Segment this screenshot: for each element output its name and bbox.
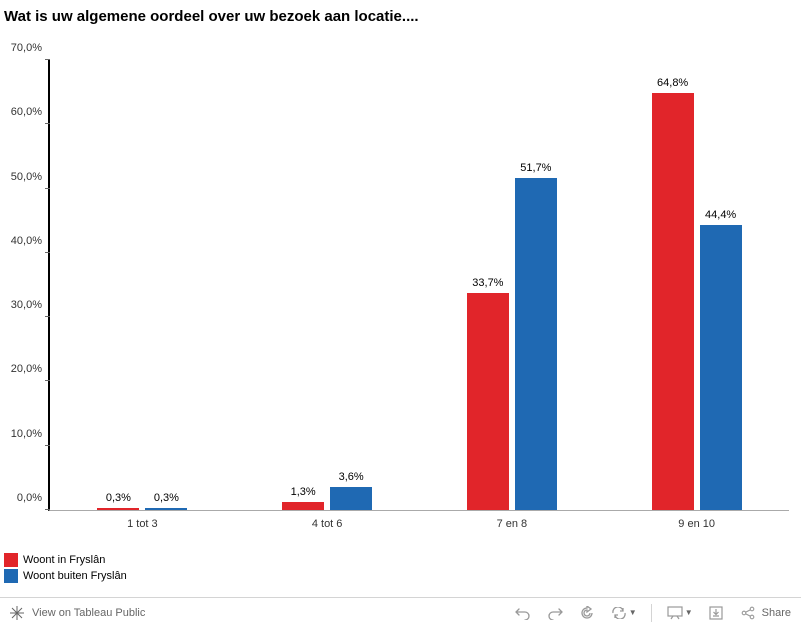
chart-area: 0,0% 10,0% 20,0% 30,0% 40,0% 50,0% 60,0% 70,0% 1… [0, 36, 801, 547]
bar[interactable] [282, 502, 324, 510]
undo-icon[interactable] [514, 604, 532, 622]
bar[interactable] [330, 487, 372, 510]
bar[interactable] [145, 508, 187, 510]
legend: Woont in Fryslân Woont buiten Fryslân [4, 553, 127, 585]
tableau-toolbar: View on Tableau Public ▼ ▼ [0, 597, 801, 627]
share-label: Share [762, 607, 791, 619]
bar-value-label: 0,3% [154, 492, 179, 504]
x-axis-category-label: 1 tot 3 [127, 518, 158, 530]
bar-value-label: 1,3% [291, 486, 316, 498]
y-axis-tick-label: 70,0% [2, 42, 42, 54]
reset-icon [610, 604, 628, 622]
x-axis-category-label: 9 en 10 [678, 518, 715, 530]
chevron-down-icon: ▼ [685, 608, 693, 617]
presentation-icon [666, 604, 684, 622]
y-axis-tick-mark [45, 59, 50, 60]
share-button[interactable]: Share [739, 604, 791, 622]
y-axis-tick-mark [45, 380, 50, 381]
bar[interactable] [652, 93, 694, 510]
y-axis-tick-mark [45, 252, 50, 253]
view-on-tableau-link[interactable]: View on Tableau Public [32, 607, 145, 619]
replay-icon[interactable] [578, 604, 596, 622]
y-axis-tick-mark [45, 509, 50, 510]
redo-icon[interactable] [546, 604, 564, 622]
y-axis-tick-mark [45, 316, 50, 317]
reset-button[interactable]: ▼ [610, 604, 637, 622]
x-axis-category-label: 7 en 8 [497, 518, 528, 530]
plot-region: 0,0%10,0%20,0%30,0%40,0%50,0%60,0%70,0%1… [48, 60, 789, 511]
y-axis-tick-label: 40,0% [2, 235, 42, 247]
legend-swatch [4, 569, 18, 583]
share-icon [739, 604, 757, 622]
y-axis-tick-mark [45, 445, 50, 446]
bar-value-label: 0,3% [106, 492, 131, 504]
y-axis-tick-mark [45, 123, 50, 124]
toolbar-divider [651, 604, 652, 622]
download-icon[interactable] [707, 604, 725, 622]
bar-value-label: 33,7% [472, 277, 503, 289]
presentation-button[interactable]: ▼ [666, 604, 693, 622]
legend-item[interactable]: Woont in Fryslân [4, 553, 127, 567]
y-axis-tick-label: 20,0% [2, 363, 42, 375]
chart-title: Wat is uw algemene oordeel over uw bezoe… [0, 0, 801, 29]
legend-swatch [4, 553, 18, 567]
legend-label: Woont buiten Fryslân [23, 570, 127, 582]
tableau-logo-icon[interactable] [8, 604, 26, 622]
legend-item[interactable]: Woont buiten Fryslân [4, 569, 127, 583]
y-axis-tick-label: 50,0% [2, 171, 42, 183]
bar[interactable] [700, 225, 742, 510]
bar-value-label: 3,6% [339, 471, 364, 483]
bar-value-label: 44,4% [705, 209, 736, 221]
legend-label: Woont in Fryslân [23, 554, 105, 566]
y-axis-tick-label: 0,0% [2, 492, 42, 504]
bar[interactable] [97, 508, 139, 510]
y-axis-tick-label: 30,0% [2, 299, 42, 311]
bar[interactable] [467, 293, 509, 510]
chevron-down-icon: ▼ [629, 608, 637, 617]
x-axis-category-label: 4 tot 6 [312, 518, 343, 530]
y-axis-tick-mark [45, 188, 50, 189]
y-axis-tick-label: 10,0% [2, 428, 42, 440]
bar-value-label: 64,8% [657, 77, 688, 89]
bar[interactable] [515, 178, 557, 510]
y-axis-tick-label: 60,0% [2, 106, 42, 118]
bar-value-label: 51,7% [520, 162, 551, 174]
